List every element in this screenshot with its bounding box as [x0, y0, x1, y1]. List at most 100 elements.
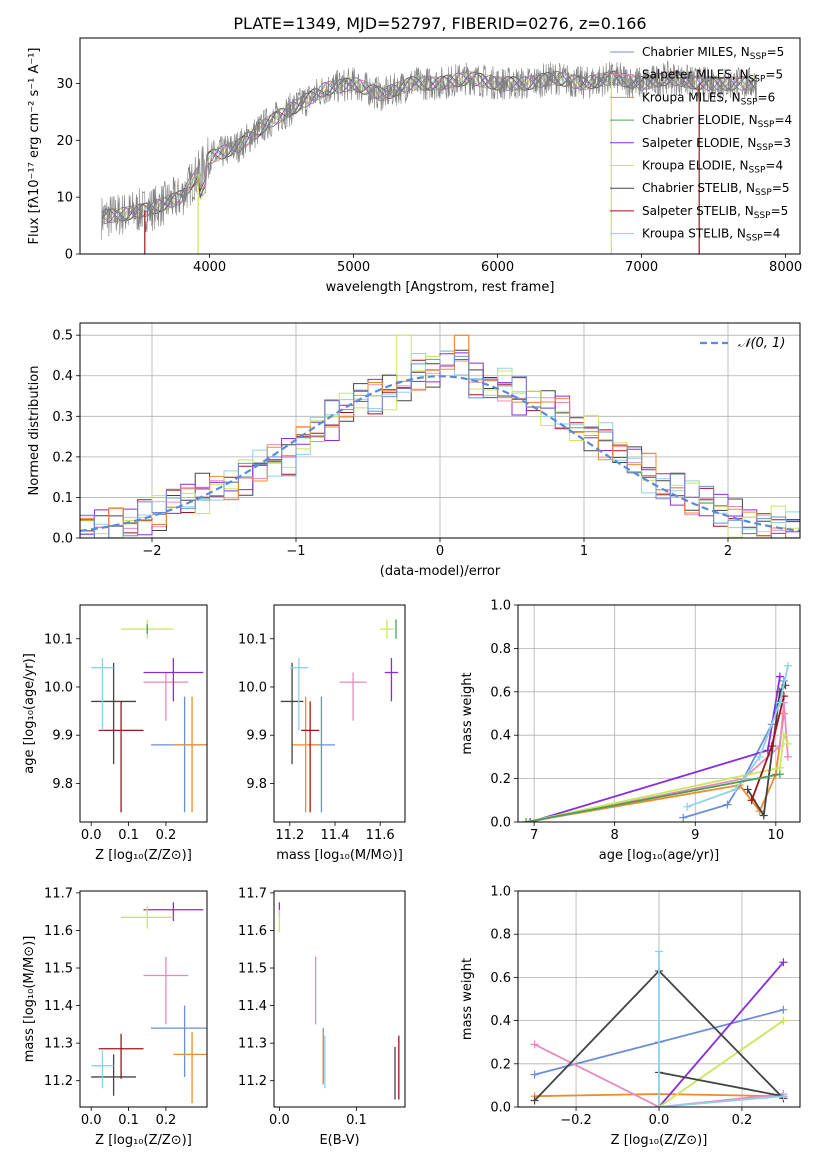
data-point — [91, 662, 137, 765]
panel-mass-weight-vs-age: 7 8 9 10 0.0 0.2 0.4 0.6 0.8 1.0 age [log₁₀(age/yr… — [460, 599, 801, 863]
panel-spectrum: 4000 5000 6000 7000 8000 0 10 20 30 wavelength [A… — [27, 37, 802, 295]
x-tick-label: 7 — [530, 828, 538, 843]
series-marker — [783, 661, 792, 670]
legend-subscript: SSP — [750, 52, 767, 62]
y-tick-label: 11.4 — [238, 999, 267, 1014]
series-marker — [775, 770, 784, 779]
x-tick-label: 0.1 — [346, 1113, 367, 1128]
legend-entry: Salpeter MILES, NSSP=5 — [642, 68, 783, 85]
x-axis-label: Z [log₁₀(Z/Z⊙)] — [95, 1133, 192, 1148]
data-point — [143, 672, 189, 721]
x-axis-label: mass [log₁₀(M/M⊙)] — [276, 848, 403, 863]
plot-area — [280, 619, 399, 813]
legend-text: Chabrier MILES, N — [642, 45, 750, 59]
y-tick-label: 0.4 — [490, 1014, 511, 1029]
y-axis-label: age [log₁₀(age/yr)] — [22, 653, 37, 774]
legend-subscript: SSP — [756, 143, 773, 153]
panel-mass-weight-vs-Z: −0.2 0.0 0.2 0.0 0.2 0.4 0.6 0.8 1.0 Z [log₁₀(Z/Z… — [460, 885, 801, 1148]
series-line — [658, 1019, 784, 1107]
series-marker — [731, 785, 740, 794]
legend-text: Chabrier STELIB, N — [642, 181, 755, 195]
axes-frame — [79, 37, 801, 255]
data-point — [98, 701, 144, 813]
y-tick-label: 0.5 — [52, 329, 73, 344]
series-marker — [723, 800, 732, 809]
y-tick-label: 0.2 — [490, 772, 511, 787]
legend-subscript: SSP — [758, 120, 775, 130]
series-line — [525, 773, 781, 822]
axes-frame — [517, 890, 801, 1108]
series-line — [534, 1043, 784, 1107]
x-tick-label: 5000 — [337, 260, 370, 275]
data-point — [384, 658, 399, 702]
x-tick-label: 7000 — [625, 260, 658, 275]
y-tick-label: 10.1 — [44, 632, 73, 647]
y-tick-label: 0.6 — [490, 971, 511, 986]
x-tick-label: 2 — [724, 544, 732, 559]
series-marker — [775, 698, 784, 707]
x-tick-label: 0.2 — [156, 1113, 177, 1128]
x-tick-label: 0.0 — [81, 1113, 102, 1128]
panel-age-vs-Z: 0.0 0.1 0.2 9.8 9.9 10.0 10.1 Z [log₁₀(Z/Z⊙)] ag… — [22, 604, 208, 863]
legend-entry: Salpeter ELODIE, NSSP=3 — [642, 136, 791, 153]
axes-frame — [273, 604, 406, 823]
y-tick-label: 0.6 — [490, 685, 511, 700]
data-point — [91, 1054, 137, 1096]
series-marker — [775, 672, 784, 681]
y-tick-label: 11.3 — [238, 1037, 267, 1052]
y-axis-label: mass weight — [460, 958, 475, 1040]
legend-text: Salpeter MILES, N — [642, 68, 749, 82]
normal-curve — [80, 375, 800, 532]
model-line — [101, 71, 757, 222]
series-marker — [655, 1103, 663, 1107]
model-line — [101, 70, 757, 223]
x-axis-label: Z [log₁₀(Z/Z⊙)] — [95, 848, 192, 863]
data-point — [143, 658, 204, 702]
model-line — [101, 70, 757, 223]
x-tick-label: 6000 — [481, 260, 514, 275]
y-tick-label: 30 — [56, 77, 73, 92]
series-marker — [655, 947, 663, 956]
x-tick-label: −0.2 — [560, 1113, 592, 1128]
panel-residuals: −2 −1 0 1 2 0.0 0.1 0.2 0.3 0.4 0.5 (data-model)/er… — [27, 322, 801, 579]
series-marker — [522, 818, 531, 822]
data-point — [121, 906, 174, 929]
series-marker — [530, 1096, 539, 1105]
axes-frame — [517, 604, 801, 823]
y-tick-label: 11.4 — [44, 999, 73, 1014]
y-tick-label: 0.1 — [52, 491, 73, 506]
y-tick-label: 11.2 — [238, 1074, 267, 1089]
model-line — [101, 71, 757, 222]
legend-text: Kroupa MILES, N — [642, 90, 741, 104]
x-axis-label: E(B-V) — [319, 1133, 359, 1148]
plot-area — [101, 60, 757, 254]
series-line — [658, 1071, 784, 1098]
y-tick-label: 11.3 — [44, 1037, 73, 1052]
legend-text: Kroupa STELIB, N — [642, 227, 746, 241]
plot-area — [80, 334, 800, 538]
legend-subscript: SSP — [755, 188, 772, 198]
y-tick-label: 0.0 — [490, 816, 511, 831]
x-tick-label: 0.1 — [118, 1113, 139, 1128]
y-axis-label: Normed distribution — [27, 366, 42, 496]
plot-area — [522, 661, 792, 822]
y-tick-label: 0.2 — [52, 450, 73, 465]
x-tick-label: 4000 — [193, 260, 226, 275]
x-tick-label: −1 — [286, 544, 305, 559]
data-point — [91, 658, 114, 731]
legend-entry: Kroupa ELODIE, NSSP=4 — [642, 159, 783, 176]
legend-entry: Chabrier ELODIE, NSSP=4 — [642, 113, 792, 130]
legend-text: Salpeter ELODIE, N — [642, 136, 756, 150]
axes-frame — [273, 890, 406, 1108]
series-line — [525, 731, 789, 822]
data-point — [91, 1050, 114, 1089]
figure-title: PLATE=1349, MJD=52797, FIBERID=0276, z=0… — [233, 14, 646, 33]
data-point — [301, 701, 320, 813]
series-marker — [526, 818, 535, 822]
y-tick-label: 0.8 — [490, 928, 511, 943]
data-point — [143, 956, 189, 1025]
plot-area — [91, 902, 207, 1104]
y-tick-label: 10.1 — [238, 632, 267, 647]
legend-tail: =5 — [771, 204, 789, 218]
